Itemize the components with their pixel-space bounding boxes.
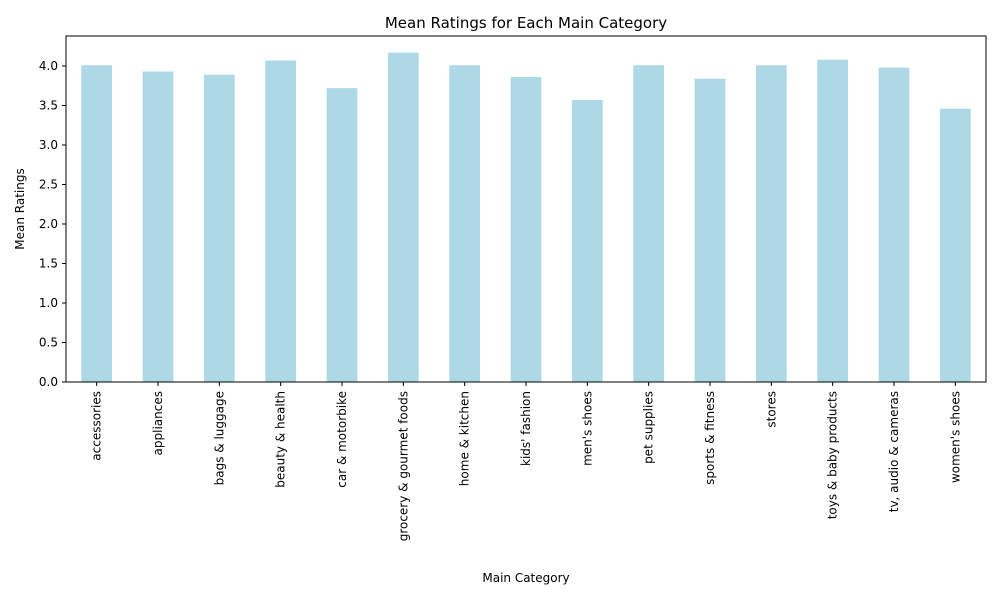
x-axis: accessories appliances bags & luggage beaut…: [90, 382, 962, 541]
y-tick-label-6: 3.0: [39, 138, 58, 152]
x-tick-label-7: kids' fashion: [519, 391, 533, 466]
x-tick-label-13: tv, audio & cameras: [887, 391, 901, 512]
x-tick-label-8: men's shoes: [580, 391, 594, 466]
x-tick-label-10: sports & fitness: [703, 391, 717, 485]
bar-7: [510, 77, 542, 382]
bar-12: [817, 59, 848, 382]
y-tick-label-2: 1.0: [39, 296, 58, 310]
y-axis: 0.0 0.5 1.0 1.5 2.0 2.5 3.0 3.5 4.0: [39, 59, 66, 389]
x-tick-label-2: bags & luggage: [212, 391, 226, 485]
y-tick-label-1: 0.5: [39, 336, 58, 350]
x-tick-label-0: accessories: [90, 391, 104, 461]
x-tick-label-3: beauty & health: [274, 391, 288, 488]
bar-11: [756, 65, 787, 383]
bar-14: [940, 108, 971, 383]
bar-4: [326, 88, 358, 382]
bar-10: [694, 78, 726, 382]
x-tick-label-12: toys & baby products: [826, 391, 840, 519]
bar-2: [204, 74, 235, 382]
y-tick-label-3: 1.5: [39, 257, 58, 271]
bar-0: [81, 65, 112, 383]
x-tick-label-11: stores: [764, 391, 778, 428]
bar-1: [142, 71, 174, 382]
bar-3: [265, 60, 296, 382]
x-tick-label-9: pet supplies: [642, 391, 656, 464]
plot-area: [81, 52, 971, 383]
y-axis-label: Mean Ratings: [13, 168, 27, 249]
x-tick-label-14: women's shoes: [948, 391, 962, 483]
bar-9: [633, 65, 664, 383]
y-tick-label-4: 2.0: [39, 217, 58, 231]
chart-title: Mean Ratings for Each Main Category: [385, 14, 667, 32]
bar-6: [449, 65, 480, 383]
x-tick-label-1: appliances: [151, 391, 165, 455]
x-tick-label-6: home & kitchen: [458, 391, 472, 486]
bar-13: [878, 67, 910, 382]
bar-5: [388, 52, 419, 382]
y-tick-label-7: 3.5: [39, 99, 58, 113]
x-tick-label-4: car & motorbike: [335, 391, 349, 488]
y-tick-label-0: 0.0: [39, 375, 58, 389]
x-axis-label: Main Category: [482, 571, 569, 585]
y-tick-label-8: 4.0: [39, 59, 58, 73]
bar-8: [572, 99, 603, 382]
plot-frame: [65, 35, 987, 383]
x-tick-label-5: grocery & gourmet foods: [396, 391, 410, 541]
y-tick-label-5: 2.5: [39, 178, 58, 192]
